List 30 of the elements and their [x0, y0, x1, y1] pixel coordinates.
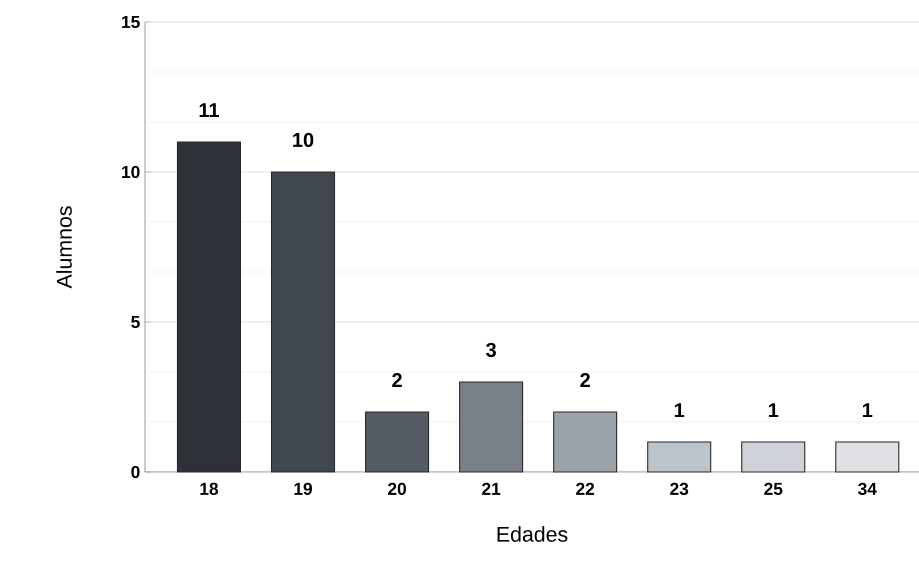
x-tick-label: 34 [858, 482, 877, 495]
y-tick-label: 0 [131, 466, 140, 478]
x-tick-label: 22 [576, 482, 594, 495]
y-axis-title: Alumnos [56, 206, 72, 288]
x-tick-label: 18 [200, 482, 218, 495]
y-tick-label: 10 [122, 166, 140, 178]
x-tick-label: 25 [764, 482, 782, 495]
x-tick-label: 21 [482, 482, 500, 495]
data-label: 1 [768, 403, 778, 418]
data-label: 10 [293, 132, 314, 148]
bar [553, 411, 618, 473]
data-label: 11 [200, 103, 219, 118]
bar [365, 411, 430, 473]
bar [647, 441, 712, 473]
data-label: 3 [486, 342, 496, 358]
data-label: 2 [392, 373, 402, 388]
x-tick-label: 20 [388, 482, 406, 495]
bar [176, 141, 241, 473]
bar [835, 441, 900, 473]
data-label: 2 [580, 373, 590, 388]
data-label: 1 [674, 403, 684, 418]
y-tick-label: 5 [131, 316, 140, 328]
x-axis-title: Edades [498, 526, 568, 542]
y-tick-label: 15 [122, 16, 140, 28]
bar [270, 171, 336, 473]
bar [741, 441, 806, 473]
x-tick-label: 23 [670, 482, 688, 495]
bar [459, 381, 524, 473]
data-label: 1 [862, 403, 872, 418]
x-tick-label: 19 [294, 482, 312, 495]
